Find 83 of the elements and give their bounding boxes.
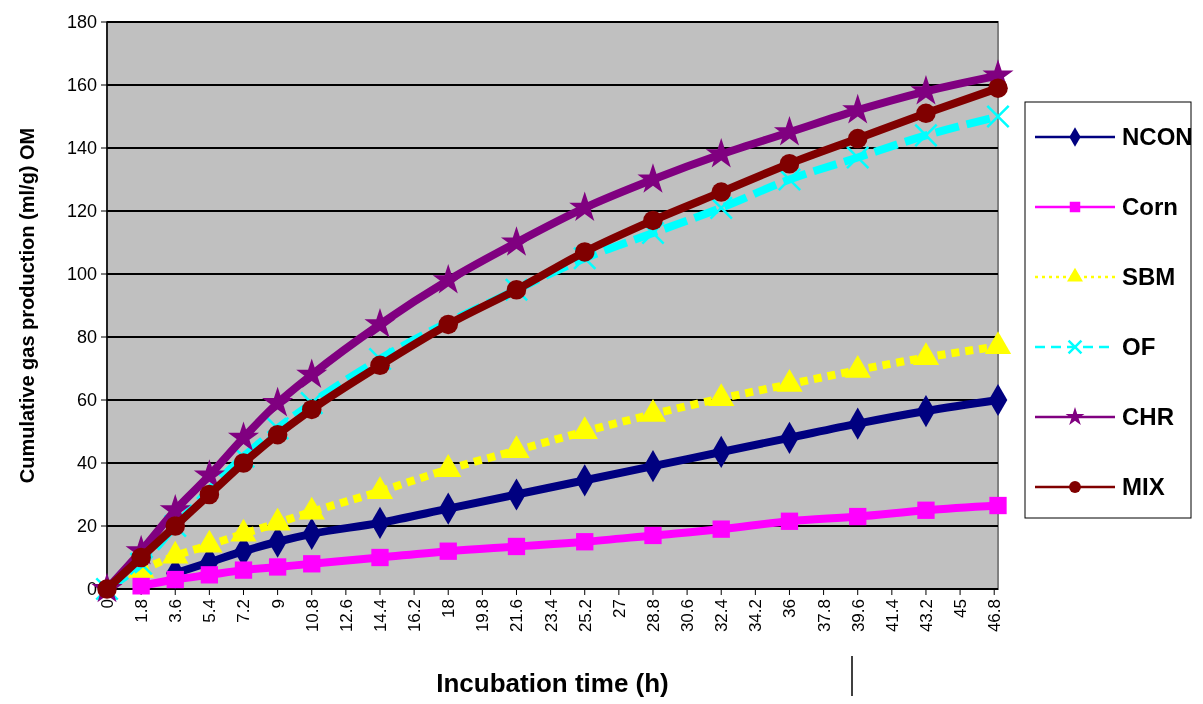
legend-label: MIX: [1122, 473, 1165, 501]
x-tick-label: 43.2: [916, 599, 936, 633]
x-tick-label: 16.2: [405, 599, 425, 633]
x-tick-label: 27: [609, 599, 629, 618]
point: [777, 167, 802, 192]
y-axis-title: Cumulative gas production (ml/g) OM: [16, 127, 38, 484]
point: [268, 558, 287, 576]
x-tick-label: 21.6: [507, 599, 527, 633]
point: [576, 533, 594, 551]
point: [132, 577, 150, 595]
x-tick-label: 0: [97, 599, 117, 609]
x-tick-label: 25.2: [575, 599, 595, 633]
x-tick-label: 19.8: [473, 599, 493, 633]
point: [370, 355, 390, 376]
point: [166, 570, 184, 589]
y-tick-label: 60: [76, 390, 97, 411]
y-tick-label: 80: [76, 327, 97, 348]
point: [227, 421, 260, 452]
point: [709, 195, 734, 220]
x-tick-label: 36: [780, 599, 800, 618]
point: [301, 399, 322, 420]
x-tick-label: 28.8: [643, 599, 663, 633]
point: [574, 242, 595, 262]
x-tick-label: 5.4: [200, 599, 220, 623]
y-tick-label: 120: [66, 201, 97, 222]
x-tick-label: 23.4: [541, 599, 561, 633]
point: [643, 210, 663, 231]
point: [779, 154, 800, 174]
legend-label: Corn: [1122, 193, 1178, 221]
point: [847, 128, 868, 149]
y-tick-label: 180: [66, 12, 97, 33]
y-tick-label: 140: [66, 138, 97, 159]
legend-label: NCON: [1122, 123, 1193, 151]
point: [845, 145, 870, 170]
x-tick-label: 37.8: [814, 599, 834, 633]
point: [644, 526, 662, 545]
point: [711, 182, 731, 202]
legend-label: OF: [1122, 333, 1156, 361]
point: [507, 537, 526, 556]
point: [917, 501, 935, 519]
point: [439, 542, 457, 560]
point: [262, 386, 294, 417]
point: [364, 308, 396, 338]
x-tick-label: 7.2: [234, 599, 254, 623]
x-tick-label: 1.8: [132, 599, 152, 623]
x-tick-label: 30.6: [678, 599, 698, 633]
point: [267, 424, 288, 445]
point: [989, 496, 1007, 515]
x-tick-label: 34.2: [746, 599, 766, 633]
y-tick-label: 20: [76, 516, 97, 537]
point: [233, 453, 254, 473]
point: [199, 484, 220, 505]
x-tick-label: 10.8: [302, 599, 322, 633]
point: [849, 507, 867, 526]
point: [916, 103, 936, 124]
x-tick-label: 32.4: [712, 599, 732, 633]
legend-label: SBM: [1122, 263, 1176, 291]
x-tick-label: 45: [951, 599, 971, 618]
point: [432, 263, 464, 294]
x-tick-label: 46.8: [985, 599, 1005, 633]
point: [986, 104, 1010, 129]
y-tick-label: 100: [66, 264, 97, 285]
y-tick-label: 160: [66, 75, 97, 96]
x-tick-label: 39.6: [848, 599, 868, 633]
point: [712, 520, 730, 538]
x-tick-label: 3.6: [166, 599, 186, 623]
point: [296, 358, 328, 389]
point: [303, 555, 321, 573]
legend-label: CHR: [1122, 403, 1174, 431]
point: [988, 78, 1008, 98]
point: [780, 512, 799, 530]
x-tick-label: 14.4: [370, 599, 390, 633]
point: [371, 548, 389, 567]
x-tick-label: 18: [439, 599, 459, 618]
y-tick-label: 40: [76, 453, 97, 474]
x-tick-label: 12.6: [336, 599, 356, 633]
point: [200, 566, 219, 584]
x-tick-label: 41.4: [882, 599, 902, 633]
x-axis-title: Incubation time (h): [436, 668, 669, 698]
x-tick-label: 9: [268, 599, 288, 609]
point: [914, 123, 938, 148]
point: [438, 314, 459, 335]
point: [234, 561, 253, 579]
